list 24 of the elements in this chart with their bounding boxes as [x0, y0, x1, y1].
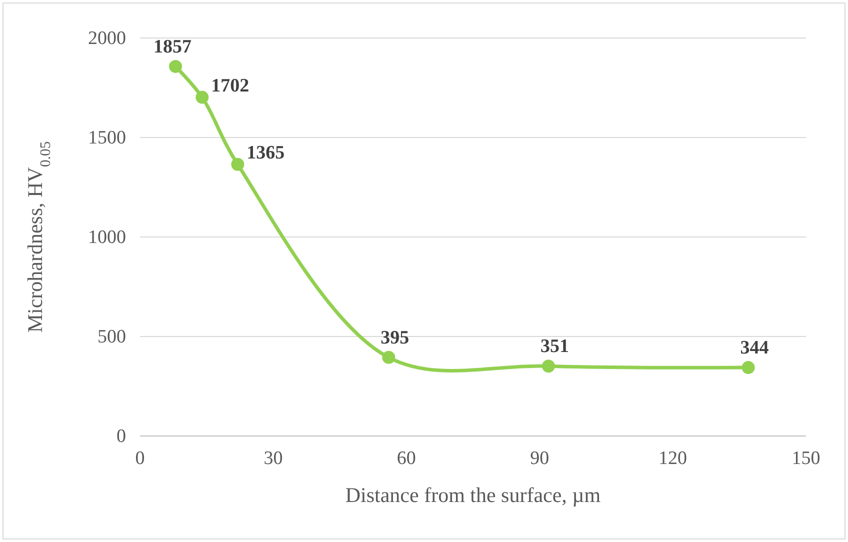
x-tick-label: 30 [264, 448, 283, 469]
x-tick-label: 60 [396, 448, 416, 469]
y-tick-label: 2000 [88, 28, 126, 49]
data-label: 1365 [246, 142, 285, 164]
x-tick-label: 150 [792, 448, 820, 469]
data-label: 1857 [154, 36, 192, 58]
y-tick-label: 1500 [88, 128, 126, 148]
x-tick-label: 90 [530, 448, 550, 469]
data-label: 351 [540, 336, 569, 358]
x-axis-title: Distance from the surface, µm [345, 483, 601, 507]
y-tick-label: 500 [98, 326, 126, 348]
point [742, 361, 755, 374]
y-tick-label: 0 [116, 426, 126, 447]
point [382, 350, 396, 364]
point [231, 158, 244, 171]
data-label: 395 [380, 327, 410, 348]
data-label: 1702 [211, 75, 250, 96]
point [542, 360, 555, 373]
y-tick-label: 1000 [88, 227, 126, 248]
x-tick-label: 120 [658, 448, 688, 469]
data-label: 344 [740, 338, 770, 359]
point [169, 60, 182, 73]
point [196, 90, 209, 104]
x-tick-label: 0 [135, 448, 145, 469]
